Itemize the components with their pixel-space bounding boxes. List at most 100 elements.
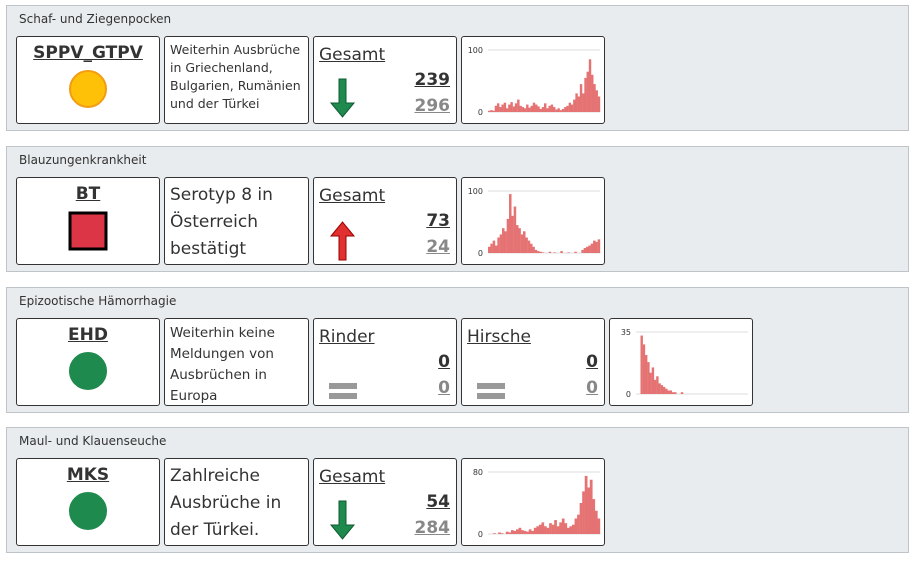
trend-equal-bar	[329, 383, 357, 389]
sparkline-bar	[532, 102, 536, 112]
trend-equal-bar	[477, 383, 505, 389]
sparkline-bar	[501, 104, 504, 112]
sparkline-bar	[517, 99, 520, 112]
status-circle	[69, 492, 107, 530]
sparkline-bar	[523, 530, 527, 534]
sparkline-bar	[584, 77, 587, 112]
sparkline-bar	[550, 104, 554, 112]
counter-card: Gesamt 239 296	[313, 36, 457, 124]
description: Weiterhin keine Meldungen von Ausbrüchen…	[170, 325, 275, 404]
sparkline-bar	[499, 107, 502, 112]
sparkline-bar	[492, 110, 495, 112]
trend-arrow-up	[329, 221, 356, 261]
sparkline-bar	[518, 228, 521, 253]
sparkline-bar	[582, 93, 585, 112]
status-icon	[69, 70, 107, 108]
sparkline-bar	[560, 251, 563, 253]
sparkline-bar	[573, 99, 576, 112]
sparkline-bar	[492, 240, 496, 253]
sparkline-bar	[490, 243, 493, 253]
sparkline-bar	[518, 527, 522, 534]
sparkline-bar	[651, 367, 655, 394]
sparkline-bar	[541, 522, 545, 534]
sparkline-bar	[488, 110, 491, 112]
sparkline-bar	[551, 524, 555, 534]
sparkline-bar	[500, 533, 504, 534]
description-card: Serotyp 8 in Österreich bestätigt	[164, 177, 309, 265]
sparkline-bar	[592, 499, 596, 534]
sparkline-bar	[559, 110, 563, 112]
counter-card: Gesamt 54 284	[313, 458, 457, 546]
sparkline-bar	[526, 104, 529, 112]
y-tick-label: 35	[621, 328, 631, 337]
sparkline-bar	[537, 106, 540, 112]
sparkline-bar	[532, 246, 535, 253]
sparkline: 0 80	[473, 468, 601, 539]
sparkline-bar	[574, 251, 577, 253]
sparkline-bar	[495, 245, 498, 253]
status-circle	[69, 70, 107, 108]
y-tick-label: 0	[626, 390, 631, 399]
sparkline-card: 0 100	[461, 177, 605, 265]
sparkline-bar	[591, 74, 594, 112]
sparkline-bar	[498, 532, 501, 534]
sparkline-bar	[644, 355, 648, 394]
counter-current: 73	[426, 211, 450, 231]
sparkline-bar	[538, 524, 542, 534]
y-tick-label: 100	[468, 46, 483, 55]
sparkline-bar	[555, 109, 558, 112]
sparkline-bar	[667, 390, 670, 394]
sparkline-bar	[567, 252, 570, 253]
code-card: BT	[16, 177, 160, 265]
sparkline-bar	[536, 526, 540, 534]
sparkline-bar	[582, 491, 585, 534]
sparkline-bar	[574, 518, 578, 534]
sparkline-bar	[597, 96, 601, 112]
sparkline-bar	[546, 527, 550, 534]
sparkline-bar	[594, 510, 598, 534]
counter-card: Rinder 0 0	[313, 318, 457, 406]
trend-icon	[329, 383, 357, 399]
sparkline-bar	[535, 104, 538, 112]
sparkline-bar	[597, 518, 601, 534]
sparkline-bar	[665, 388, 668, 394]
sparkline-bar	[669, 390, 673, 394]
y-tick-label: 0	[478, 108, 483, 117]
code-card: MKS	[16, 458, 160, 546]
y-tick-label: 80	[473, 468, 483, 477]
sparkline-bar	[589, 479, 593, 534]
sparkline-bar	[541, 252, 545, 253]
counter-previous: 284	[414, 518, 451, 538]
sparkline-bar	[497, 237, 500, 253]
sparkline-bar	[513, 206, 517, 253]
sparkline-bar	[564, 523, 568, 534]
trend-icon	[477, 383, 505, 399]
sparkline-bar	[546, 108, 549, 112]
sparkline-bar	[526, 531, 529, 534]
sparkline-bar	[586, 246, 589, 253]
sparkline-card: 0 80	[461, 458, 605, 546]
code: MKS	[66, 465, 110, 485]
sparkline-bar	[561, 108, 565, 112]
trend-equal-bar	[477, 393, 505, 399]
sparkline-bar	[548, 105, 551, 112]
section-title: Blauzungenkrankheit	[19, 153, 147, 167]
y-tick-label: 100	[468, 187, 483, 196]
sparkline-bar	[516, 529, 519, 534]
trend-arrow-down	[329, 500, 356, 540]
sparkline-bar	[505, 108, 509, 112]
sparkline-bar	[570, 104, 574, 112]
counter-previous: 296	[414, 96, 451, 116]
description: Zahlreiche Ausbrüche in der Türkei.	[170, 466, 282, 540]
sparkline-bar	[490, 110, 493, 112]
sparkline-bar	[680, 392, 684, 394]
y-tick-label: 0	[478, 530, 483, 539]
sparkline-bar	[671, 392, 675, 394]
counter-current: 54	[426, 492, 450, 512]
counter-label: Rinder	[319, 327, 375, 347]
sparkline-bar	[584, 475, 588, 534]
sparkline: 0 35	[621, 328, 748, 399]
sparkline-bar	[513, 530, 517, 534]
status-icon	[69, 492, 107, 530]
sparkline-bar	[579, 84, 583, 112]
